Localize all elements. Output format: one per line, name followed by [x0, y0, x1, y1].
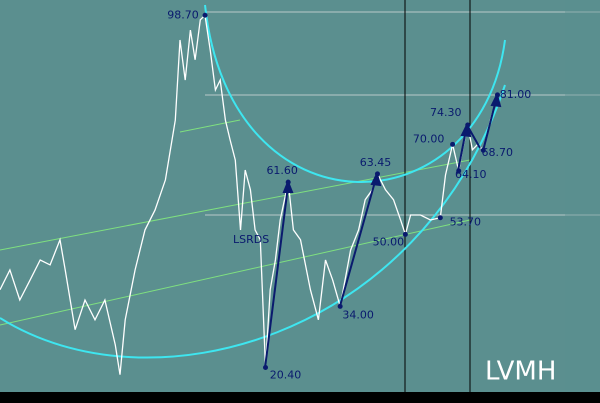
value-label: 61.60: [266, 164, 298, 177]
trend-line: [0, 159, 471, 251]
value-label: 34.00: [342, 308, 374, 321]
arrowhead: [282, 179, 294, 193]
value-label: 70.00: [413, 132, 445, 145]
arrowhead: [460, 122, 472, 138]
note: LSRDS: [233, 233, 269, 246]
point-marker: [402, 231, 408, 237]
point-marker: [337, 303, 343, 309]
point-marker: [202, 12, 208, 18]
arrow: [339, 177, 377, 307]
arrow: [482, 99, 497, 152]
symbol: LVMH: [485, 357, 556, 387]
value-label: 50.00: [373, 235, 405, 248]
value-label: 74.30: [430, 106, 462, 119]
arc: [204, 4, 506, 184]
x-axis-strip: [0, 392, 600, 403]
value-label: 53.70: [450, 216, 482, 229]
point-marker: [437, 215, 443, 221]
price-line: [0, 13, 499, 375]
point-marker: [263, 365, 269, 371]
point-marker: [285, 179, 291, 185]
arrow: [466, 124, 481, 149]
annotations: 98.70 61.60 20.40 63.45 34.00 50.00 70.00 74.30…: [167, 8, 531, 381]
point-marker: [450, 141, 456, 147]
y-axis-strip: [565, 0, 600, 392]
arrows: [264, 92, 502, 369]
arrow: [264, 185, 289, 369]
value-label: 63.45: [360, 156, 392, 169]
value-label: 98.70: [167, 8, 199, 21]
value-label: 20.40: [270, 369, 302, 382]
arrowhead: [490, 92, 502, 108]
plot: [0, 13, 499, 375]
trend-line: [179, 119, 241, 133]
point-marker: [456, 168, 462, 174]
arrowhead: [370, 171, 382, 187]
arrow: [457, 129, 467, 172]
value-label: 64.10: [455, 168, 487, 181]
point-marker: [494, 92, 500, 98]
value-label: 81.00: [500, 88, 532, 101]
arc: [0, 84, 506, 359]
point-marker: [480, 147, 486, 153]
value-label: 68.70: [482, 146, 514, 159]
point-marker: [465, 122, 471, 128]
trend-line: [0, 219, 471, 326]
point-marker: [374, 171, 380, 177]
